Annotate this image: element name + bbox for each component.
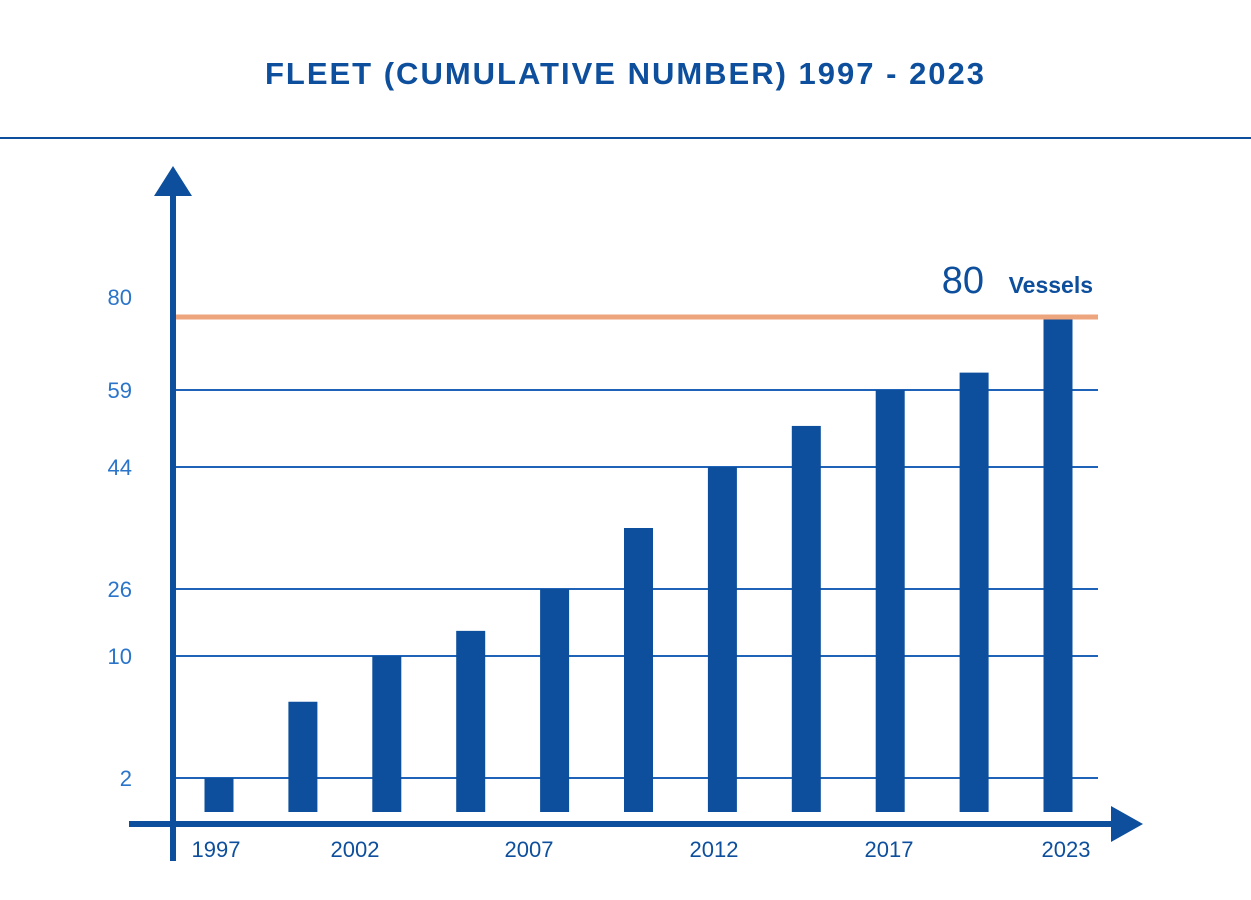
x-tick-label: 2002: [331, 837, 380, 862]
x-tick-label: 1997: [192, 837, 241, 862]
y-tick-label: 2: [120, 766, 132, 791]
x-tick-label: 2012: [690, 837, 739, 862]
y-tick-label: 26: [108, 577, 132, 602]
bar-2017: [875, 390, 905, 812]
chart-title: FLEET (CUMULATIVE NUMBER) 1997 - 2023: [264, 56, 987, 91]
x-tick-label: 2017: [865, 837, 914, 862]
bar-2015: [791, 425, 821, 812]
axes: [129, 166, 1143, 861]
bar-2020: [959, 372, 989, 812]
bars: [204, 317, 1073, 812]
reference-unit-label: Vessels: [1009, 272, 1093, 298]
y-axis-line: [170, 188, 176, 861]
x-axis-line: [129, 821, 1121, 827]
bar-2012: [707, 467, 737, 812]
bar-2007: [540, 589, 570, 812]
y-tick-label: 44: [108, 455, 132, 480]
x-tick-labels: 1997 2002 2007 2012 2017 2023: [192, 837, 1091, 862]
bar-2005: [456, 630, 486, 812]
y-tick-labels: 2 10 26 44 59 80: [108, 285, 132, 791]
y-tick-label: 80: [108, 285, 132, 310]
y-tick-label: 59: [108, 378, 132, 403]
bar-1997: [204, 778, 234, 812]
x-tick-label: 2007: [505, 837, 554, 862]
bar-2002: [372, 656, 402, 812]
y-axis-arrow-icon: [154, 166, 192, 196]
x-tick-label: 2023: [1042, 837, 1091, 862]
reference-line-group: 80 Vessels: [176, 260, 1098, 320]
reference-value-label: 80: [942, 260, 984, 302]
y-tick-label: 10: [108, 644, 132, 669]
x-axis-arrow-icon: [1111, 806, 1143, 842]
title-divider: [0, 137, 1251, 139]
bar-2023: [1043, 317, 1073, 812]
bar-2000: [288, 701, 318, 812]
bar-2010: [624, 528, 653, 812]
